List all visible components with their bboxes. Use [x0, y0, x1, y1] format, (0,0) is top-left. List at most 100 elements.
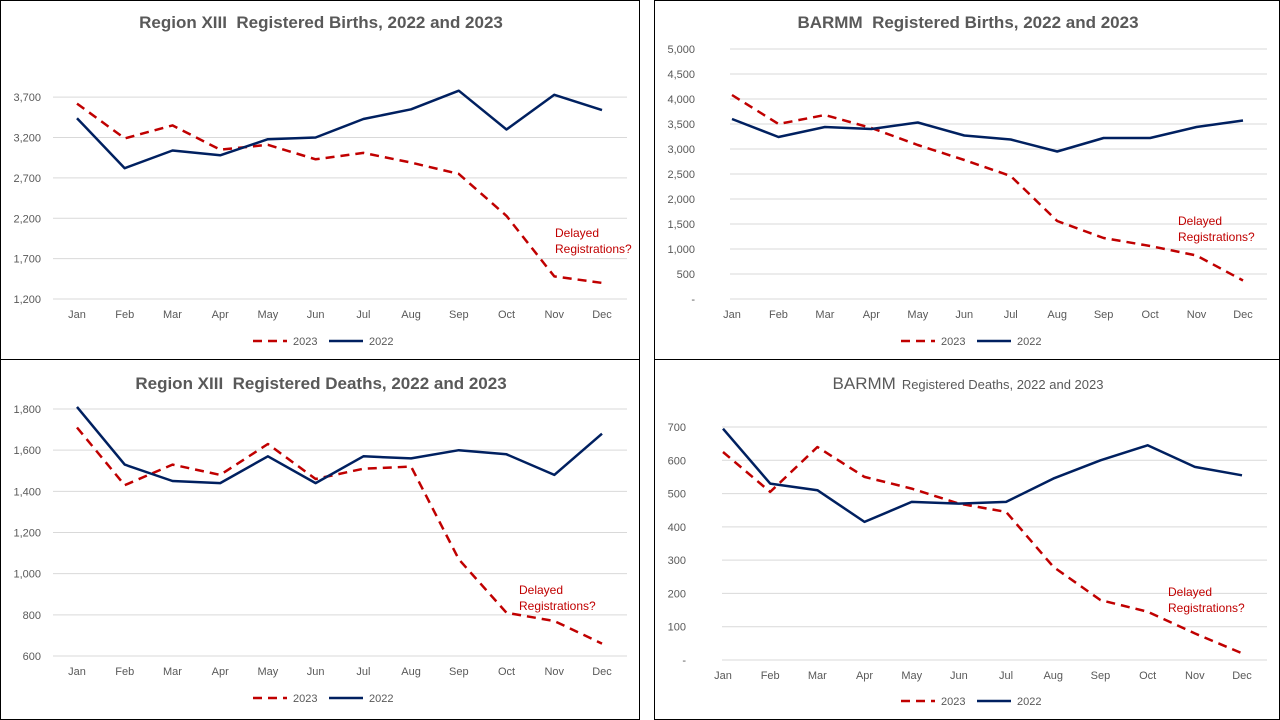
x-tick-label: Oct — [1139, 670, 1156, 682]
y-tick-label: 4,000 — [667, 94, 695, 106]
y-tick-label: 700 — [668, 422, 686, 434]
y-tick-label: 1,200 — [13, 528, 41, 540]
chart-title-sub: Registered Deaths, 2022 and 2023 — [902, 377, 1104, 392]
y-tick-label: 800 — [23, 610, 41, 622]
annotation-text: Delayed — [1178, 214, 1222, 228]
y-tick-label: 1,200 — [13, 294, 41, 306]
series-line-2022 — [722, 427, 1243, 524]
x-tick-label: Nov — [544, 309, 564, 321]
y-tick-label: 1,000 — [667, 244, 695, 256]
x-tick-label: Aug — [1043, 670, 1063, 682]
legend-label: 2022 — [369, 336, 393, 348]
y-tick-label: 1,000 — [13, 569, 41, 581]
x-tick-label: Sep — [1091, 670, 1111, 682]
chart-panel-barmm-births: BARMM Registered Births, 2022 and 2023 -… — [654, 0, 1280, 360]
legend-label: 2023 — [941, 696, 965, 708]
y-tick-label: 1,800 — [13, 404, 41, 416]
x-tick-label: Jan — [68, 666, 86, 678]
x-tick-label: Apr — [863, 309, 880, 321]
x-tick-label: Mar — [808, 670, 827, 682]
y-tick-label: - — [691, 294, 695, 306]
x-tick-label: Feb — [115, 309, 134, 321]
x-tick-label: Apr — [212, 309, 229, 321]
chart-title: BARMM Registered Births, 2022 and 2023 — [797, 13, 1138, 32]
y-tick-label: 1,600 — [13, 445, 41, 457]
x-tick-label: Apr — [856, 670, 873, 682]
chart-panel-barmm-deaths: BARMM Registered Deaths, 2022 and 2023 - 1… — [654, 359, 1280, 720]
annotation-text: Registrations? — [1178, 230, 1255, 244]
x-tick-label: Jun — [950, 670, 968, 682]
y-tick-label: 1,400 — [13, 486, 41, 498]
x-tick-label: Feb — [761, 670, 780, 682]
y-tick-label: - — [682, 655, 686, 667]
chart-svg-3: BARMM Registered Deaths, 2022 and 2023 - 1… — [668, 374, 1267, 708]
y-tick-label: 2,200 — [13, 213, 41, 225]
legend-label: 2023 — [293, 336, 317, 348]
x-tick-label: Jul — [1004, 309, 1018, 321]
annotation-text: Registrations? — [555, 242, 632, 256]
x-tick-label: May — [258, 309, 279, 321]
x-tick-label: Mar — [163, 309, 182, 321]
x-tick-label: Aug — [1047, 309, 1067, 321]
x-tick-label: Jun — [955, 309, 973, 321]
y-tick-label: 3,000 — [667, 144, 695, 156]
chart-title-main: BARMM — [833, 374, 896, 393]
x-tick-label: Nov — [544, 666, 564, 678]
y-tick-label: 5,000 — [667, 44, 695, 56]
x-tick-label: May — [907, 309, 928, 321]
legend-label: 2023 — [941, 336, 965, 348]
y-tick-label: 200 — [668, 588, 686, 600]
x-tick-label: Dec — [1233, 309, 1253, 321]
legend-label: 2023 — [293, 693, 317, 705]
x-tick-label: Jun — [307, 309, 325, 321]
x-tick-label: Jun — [307, 666, 325, 678]
y-tick-label: 3,700 — [13, 92, 41, 104]
series-line-2022 — [76, 406, 603, 485]
y-tick-label: 2,700 — [13, 173, 41, 185]
x-tick-label: Nov — [1187, 309, 1207, 321]
chart-svg-2: Region XIII Registered Deaths, 2022 and … — [13, 374, 627, 705]
series-line-2023 — [76, 426, 603, 645]
x-tick-label: Nov — [1185, 670, 1205, 682]
y-tick-label: 1,500 — [667, 219, 695, 231]
series-line-2022 — [731, 117, 1244, 153]
y-tick-label: 3,200 — [13, 133, 41, 145]
y-tick-label: 600 — [668, 455, 686, 467]
chart-title: BARMM Registered Deaths, 2022 and 2023 — [833, 374, 1104, 393]
x-tick-label: Mar — [815, 309, 834, 321]
chart-panel-region13-births: Region XIII Registered Births, 2022 and … — [0, 0, 640, 360]
annotation-text: Delayed — [1168, 585, 1212, 599]
x-tick-label: Aug — [401, 666, 421, 678]
chart-panel-region13-deaths: Region XIII Registered Deaths, 2022 and … — [0, 359, 640, 720]
x-tick-label: Sep — [449, 309, 469, 321]
legend-label: 2022 — [1017, 336, 1041, 348]
x-tick-label: Feb — [115, 666, 134, 678]
x-tick-label: Dec — [1232, 670, 1252, 682]
x-tick-label: Sep — [449, 666, 469, 678]
y-tick-label: 100 — [668, 622, 686, 634]
series-line-2022 — [76, 89, 603, 170]
y-tick-label: 2,000 — [667, 194, 695, 206]
x-tick-label: Mar — [163, 666, 182, 678]
y-tick-label: 500 — [677, 269, 695, 281]
y-tick-label: 1,700 — [13, 254, 41, 266]
x-tick-label: May — [258, 666, 279, 678]
x-tick-label: Oct — [1142, 309, 1159, 321]
x-tick-label: Aug — [401, 309, 421, 321]
y-tick-label: 4,500 — [667, 69, 695, 81]
x-tick-label: Jul — [356, 666, 370, 678]
series-line-2023 — [731, 93, 1244, 282]
x-tick-label: Jul — [999, 670, 1013, 682]
y-tick-label: 600 — [23, 651, 41, 663]
series-line-2023 — [76, 102, 603, 285]
chart-svg-0: Region XIII Registered Births, 2022 and … — [13, 13, 632, 348]
series-line-2023 — [722, 445, 1243, 655]
x-tick-label: Oct — [498, 666, 515, 678]
y-tick-label: 3,500 — [667, 119, 695, 131]
x-tick-label: Jan — [714, 670, 732, 682]
y-tick-label: 400 — [668, 522, 686, 534]
annotation-text: Registrations? — [519, 599, 596, 613]
x-tick-label: May — [901, 670, 922, 682]
y-tick-label: 2,500 — [667, 169, 695, 181]
annotation-text: Delayed — [555, 226, 599, 240]
